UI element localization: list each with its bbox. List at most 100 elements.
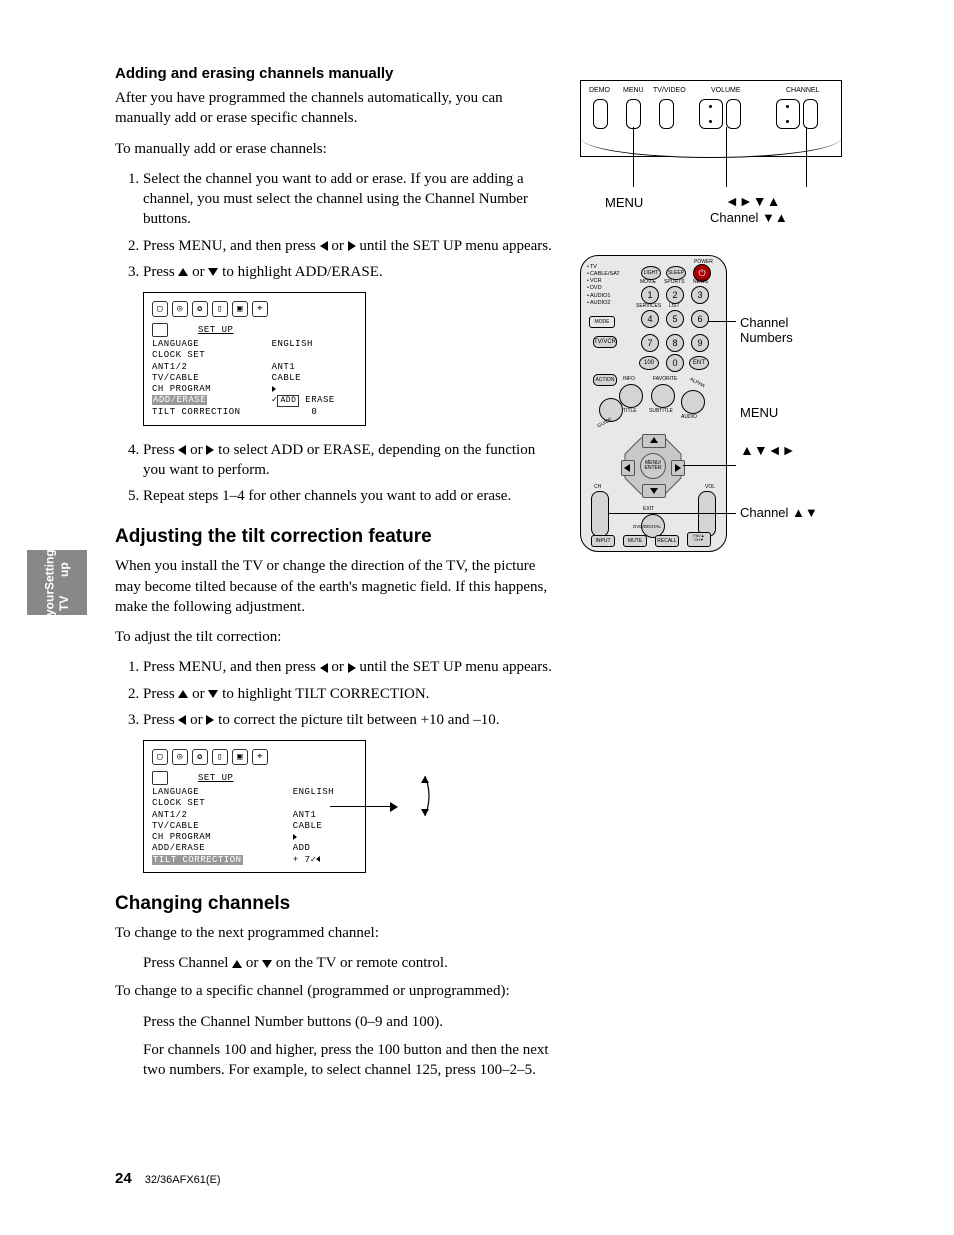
remote-diagram: TV CABLE/SAT VCR DVD AUDIO1 AUDIO2 MODE … <box>580 255 727 552</box>
osd-icon: ▯ <box>212 301 228 317</box>
remote-label: DVD/DIGITAL <box>633 524 661 529</box>
callout-line <box>806 127 807 187</box>
remote-label: SPORTS <box>664 279 684 285</box>
sec3-p2: Press Channel or on the TV or remote con… <box>143 953 555 973</box>
remote-vol-rocker <box>698 491 716 537</box>
arrow-icon <box>272 386 276 392</box>
tv-button-volume <box>699 99 723 129</box>
osd-row: TV/CABLE <box>152 821 293 832</box>
tv-callout-menu: MENU <box>605 195 643 210</box>
osd-table: LANGUAGEENGLISH CLOCK SET ANT1/2ANT1 TV/… <box>152 787 357 866</box>
osd-icon: ◎ <box>172 301 188 317</box>
t: or <box>328 238 348 254</box>
t: Press <box>143 442 178 458</box>
main-column: Adding and erasing channels manually Aft… <box>115 65 555 1088</box>
remote-num-7: 7 <box>641 334 659 352</box>
callout-line <box>708 321 736 322</box>
osd-val: ERASE <box>305 395 335 405</box>
tv-icon <box>152 771 168 785</box>
osd-row: CH PROGRAM <box>152 384 272 395</box>
osd-row: CLOCK SET <box>152 798 293 809</box>
osd-icon: ▣ <box>232 749 248 765</box>
arrow-icon <box>293 834 297 840</box>
t: Press <box>143 686 178 702</box>
sec2-li1: Press MENU, and then press or until the … <box>143 657 555 677</box>
callout-line <box>633 127 634 187</box>
tv-callout-channel: Channel ▼▲ <box>710 210 788 225</box>
arrow-icon <box>390 802 398 812</box>
t: to highlight TILT CORRECTION. <box>218 686 429 702</box>
tv-button-tvvideo <box>659 99 674 129</box>
remote-label: NEWS <box>693 279 708 285</box>
remote-light-button: LIGHT <box>641 266 661 280</box>
remote-num-9: 9 <box>691 334 709 352</box>
remote-mute-button: MUTE <box>623 535 647 547</box>
remote-recall-button: RECALL <box>655 535 679 547</box>
down-arrow-icon <box>208 690 218 698</box>
curved-arrow-icon <box>415 771 435 821</box>
t: or <box>188 686 208 702</box>
t: to correct the picture tilt between +10 … <box>214 712 499 728</box>
sec1-list: Select the channel you want to add or er… <box>115 169 555 282</box>
osd-icon: ▯ <box>212 749 228 765</box>
t: until the SET UP menu appears. <box>356 659 552 675</box>
remote-label: ALPHA <box>689 377 706 390</box>
remote-num-5: 5 <box>666 310 684 328</box>
tv-callout-arrows: ◄►▼▲ <box>725 193 780 209</box>
osd-val-box: ADD <box>277 395 299 407</box>
remote-ch-label: CH <box>594 484 601 490</box>
sec3-p4: Press the Channel Number buttons (0–9 an… <box>143 1012 555 1032</box>
osd-val: ENGLISH <box>272 339 357 350</box>
osd-tab-icons: ▢ ◎ ✪ ▯ ▣ ⌖ <box>152 301 357 317</box>
tv-button-channel <box>776 99 800 129</box>
osd-row: ADD/ERASE <box>152 843 293 854</box>
t: Press <box>143 712 178 728</box>
remote-input-button: INPUT <box>591 535 615 547</box>
down-arrow-icon <box>262 960 272 968</box>
tv-panel-curve <box>581 129 841 158</box>
osd-icon: ▢ <box>152 301 168 317</box>
remote-callout-chav: Channel ▲▼ <box>740 505 818 520</box>
sec2-p2: To adjust the tilt correction: <box>115 627 555 647</box>
t: or <box>188 264 208 280</box>
page-number: 24 <box>115 1170 132 1187</box>
up-arrow-icon <box>178 690 188 698</box>
t: or <box>186 442 206 458</box>
tv-panel-diagram: DEMO MENU TV/VIDEO VOLUME CHANNEL <box>580 80 842 157</box>
tv-button-ch2 <box>803 99 818 129</box>
remote-num-8: 8 <box>666 334 684 352</box>
remote-label: FAVORITE <box>653 376 677 382</box>
sec3-p3: To change to a specific channel (program… <box>115 981 555 1001</box>
tv-label-tvvideo: TV/VIDEO <box>653 87 686 94</box>
remote-100-button: 100 <box>639 356 659 370</box>
sec1-li1: Select the channel you want to add or er… <box>143 169 555 230</box>
osd-val: ANT1 <box>272 362 357 373</box>
t: Press MENU, and then press <box>143 659 320 675</box>
osd-icon: ✪ <box>192 301 208 317</box>
sec2-li2: Press or to highlight TILT CORRECTION. <box>143 684 555 704</box>
osd-table: LANGUAGEENGLISH CLOCK SET ANT1/2ANT1 TV/… <box>152 339 357 419</box>
osd-val: CABLE <box>272 373 357 384</box>
remote-mode: AUDIO1 <box>587 293 637 300</box>
osd-row: LANGUAGE <box>152 339 272 350</box>
remote-info-button <box>619 384 643 408</box>
remote-mode-list: TV CABLE/SAT VCR DVD AUDIO1 AUDIO2 <box>587 264 637 307</box>
tv-icon <box>152 323 168 337</box>
osd-row: ANT1/2 <box>152 362 272 373</box>
sec1-title: Adding and erasing channels manually <box>115 65 555 82</box>
doc-id: 32/36AFX61(E) <box>145 1174 221 1186</box>
remote-mode-button: MODE <box>589 316 615 328</box>
left-arrow-icon <box>316 856 320 862</box>
osd-adderase: ▢ ◎ ✪ ▯ ▣ ⌖ SET UP LANGUAGEENGLISH CLOCK… <box>143 292 366 426</box>
right-arrow-icon <box>348 663 356 673</box>
osd-row: ANT1/2 <box>152 810 293 821</box>
osd-row-hl: TILT CORRECTION <box>152 855 243 865</box>
sec1-li3: Press or to highlight ADD/ERASE. <box>143 262 555 282</box>
callout-line <box>608 513 736 514</box>
osd-val: CABLE <box>293 821 357 832</box>
remote-dpad: MENU/ ENTER <box>623 436 683 496</box>
osd-icon: ▢ <box>152 749 168 765</box>
remote-right-button <box>671 460 685 476</box>
up-arrow-icon <box>178 268 188 276</box>
sec3-p5: For channels 100 and higher, press the 1… <box>143 1040 555 1081</box>
